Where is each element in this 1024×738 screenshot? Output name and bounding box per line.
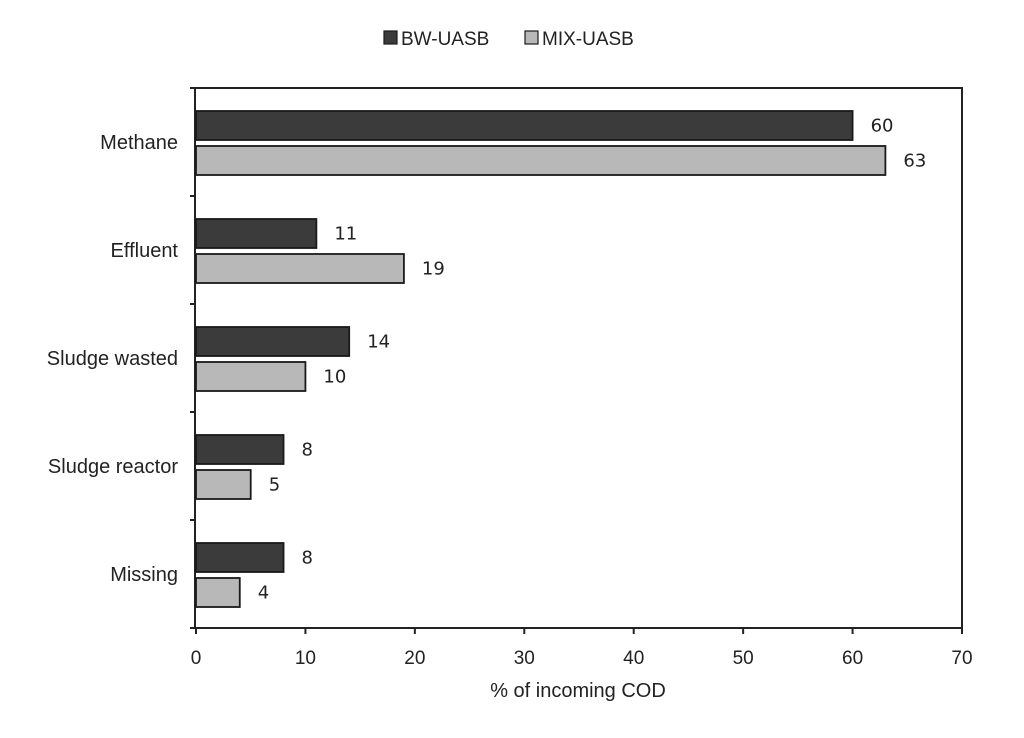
bar-bw-uasb-sludge-reactor	[195, 434, 285, 465]
data-label: 11	[334, 224, 357, 245]
bar-bw-uasb-sludge-wasted	[195, 326, 351, 357]
data-label: 63	[903, 151, 926, 172]
data-label: 10	[323, 367, 346, 388]
x-tick-label: 60	[842, 648, 863, 669]
x-tick-label: 40	[623, 648, 644, 669]
bar-bw-uasb-methane	[195, 110, 854, 141]
legend: BW-UASB MIX-UASB	[383, 29, 634, 50]
category-label: Sludge reactor	[48, 456, 178, 478]
legend-label: MIX-UASB	[542, 29, 634, 50]
legend-label: BW-UASB	[401, 29, 489, 50]
data-label: 14	[367, 332, 390, 353]
bars: 60 63 11 19 14 10 8 5 8 4	[195, 110, 926, 608]
x-axis-ticks: 0 10 20 30 40 50 60 70	[191, 628, 973, 669]
data-label: 4	[258, 583, 269, 604]
bar-mix-uasb-missing	[195, 577, 241, 608]
x-axis-title: % of incoming COD	[490, 680, 666, 702]
data-label: 8	[302, 440, 313, 461]
data-label: 5	[269, 475, 280, 496]
category-label: Missing	[110, 564, 178, 586]
legend-swatch	[524, 30, 539, 45]
data-label: 60	[871, 116, 894, 137]
x-tick-label: 30	[514, 648, 535, 669]
x-tick-label: 0	[191, 648, 202, 669]
bar-mix-uasb-sludge-wasted	[195, 361, 307, 392]
category-label: Sludge wasted	[47, 348, 178, 370]
category-labels: Methane Effluent Sludge wasted Sludge react…	[47, 132, 179, 586]
bar-bw-uasb-missing	[195, 542, 285, 573]
x-tick-label: 10	[295, 648, 316, 669]
category-label: Methane	[100, 132, 178, 154]
bar-mix-uasb-methane	[195, 145, 887, 176]
x-tick-label: 70	[951, 648, 972, 669]
bar-mix-uasb-sludge-reactor	[195, 469, 252, 500]
plot-area-frame	[194, 87, 963, 629]
y-axis-ticks	[190, 87, 196, 629]
bar-mix-uasb-effluent	[195, 253, 405, 284]
x-tick-label: 50	[733, 648, 754, 669]
legend-swatch	[383, 30, 398, 45]
bar-bw-uasb-effluent	[195, 218, 318, 249]
category-label: Effluent	[111, 240, 179, 262]
data-label: 8	[302, 548, 313, 569]
x-tick-label: 20	[404, 648, 425, 669]
data-label: 19	[422, 259, 445, 280]
